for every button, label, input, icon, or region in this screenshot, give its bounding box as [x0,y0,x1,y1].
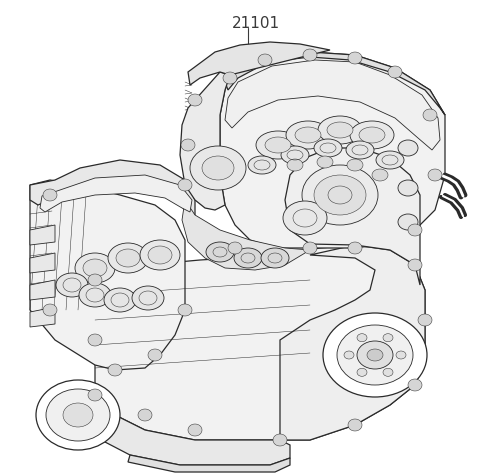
Ellipse shape [79,283,111,307]
Ellipse shape [273,434,287,446]
Ellipse shape [337,325,413,385]
Ellipse shape [116,249,140,267]
Ellipse shape [188,424,202,436]
Ellipse shape [317,156,333,168]
Ellipse shape [75,253,115,283]
Polygon shape [30,180,185,370]
Ellipse shape [318,116,362,144]
Ellipse shape [181,139,195,151]
Ellipse shape [367,349,383,361]
Polygon shape [30,160,195,215]
Ellipse shape [283,201,327,235]
Ellipse shape [178,179,192,191]
Ellipse shape [83,259,107,277]
Ellipse shape [323,313,427,397]
Ellipse shape [327,122,353,138]
Ellipse shape [63,403,93,427]
Ellipse shape [138,409,152,421]
Ellipse shape [295,127,321,143]
Ellipse shape [43,304,57,316]
Ellipse shape [108,364,122,376]
Ellipse shape [104,288,136,312]
Ellipse shape [261,248,289,268]
Polygon shape [30,307,55,327]
Ellipse shape [357,368,367,377]
Polygon shape [225,52,445,115]
Ellipse shape [281,146,309,164]
Ellipse shape [344,351,354,359]
Ellipse shape [148,349,162,361]
Ellipse shape [383,333,393,342]
Ellipse shape [265,137,291,153]
Ellipse shape [376,151,404,169]
Ellipse shape [357,333,367,342]
Polygon shape [128,455,290,472]
Ellipse shape [46,389,110,441]
Ellipse shape [372,169,388,181]
Polygon shape [30,253,55,273]
Ellipse shape [357,341,393,369]
Polygon shape [100,415,290,465]
Polygon shape [280,245,425,440]
Ellipse shape [408,379,422,391]
Polygon shape [220,52,445,248]
Ellipse shape [56,273,88,297]
Ellipse shape [190,146,246,190]
Ellipse shape [303,49,317,61]
Ellipse shape [43,189,57,201]
Polygon shape [225,60,440,150]
Ellipse shape [108,243,148,273]
Ellipse shape [348,419,362,431]
Text: 21101: 21101 [232,16,280,31]
Ellipse shape [347,159,363,171]
Ellipse shape [314,175,366,215]
Ellipse shape [248,156,276,174]
Polygon shape [30,280,55,300]
Ellipse shape [287,159,303,171]
Polygon shape [40,175,192,212]
Polygon shape [30,225,55,245]
Ellipse shape [348,52,362,64]
Ellipse shape [348,242,362,254]
Ellipse shape [359,127,385,143]
Ellipse shape [202,156,234,180]
Ellipse shape [346,141,374,159]
Ellipse shape [398,180,418,196]
Ellipse shape [258,54,272,66]
Ellipse shape [423,109,437,121]
Ellipse shape [286,121,330,149]
Polygon shape [285,148,420,285]
Ellipse shape [36,380,120,450]
Ellipse shape [88,334,102,346]
Ellipse shape [396,351,406,359]
Polygon shape [182,200,310,270]
Ellipse shape [188,94,202,106]
Ellipse shape [256,131,300,159]
Ellipse shape [418,314,432,326]
Ellipse shape [388,66,402,78]
Ellipse shape [302,165,378,225]
Ellipse shape [314,139,342,157]
Polygon shape [188,42,330,85]
Ellipse shape [408,259,422,271]
Ellipse shape [398,214,418,230]
Ellipse shape [148,246,172,264]
Ellipse shape [88,274,102,286]
Polygon shape [95,245,425,440]
Ellipse shape [428,169,442,181]
Ellipse shape [398,140,418,156]
Ellipse shape [178,304,192,316]
Ellipse shape [206,242,234,262]
Ellipse shape [350,121,394,149]
Ellipse shape [234,248,262,268]
Ellipse shape [408,224,422,236]
Ellipse shape [132,286,164,310]
Ellipse shape [228,242,242,254]
Ellipse shape [223,72,237,84]
Polygon shape [180,72,230,210]
Ellipse shape [383,368,393,377]
Ellipse shape [303,242,317,254]
Ellipse shape [140,240,180,270]
Ellipse shape [88,389,102,401]
